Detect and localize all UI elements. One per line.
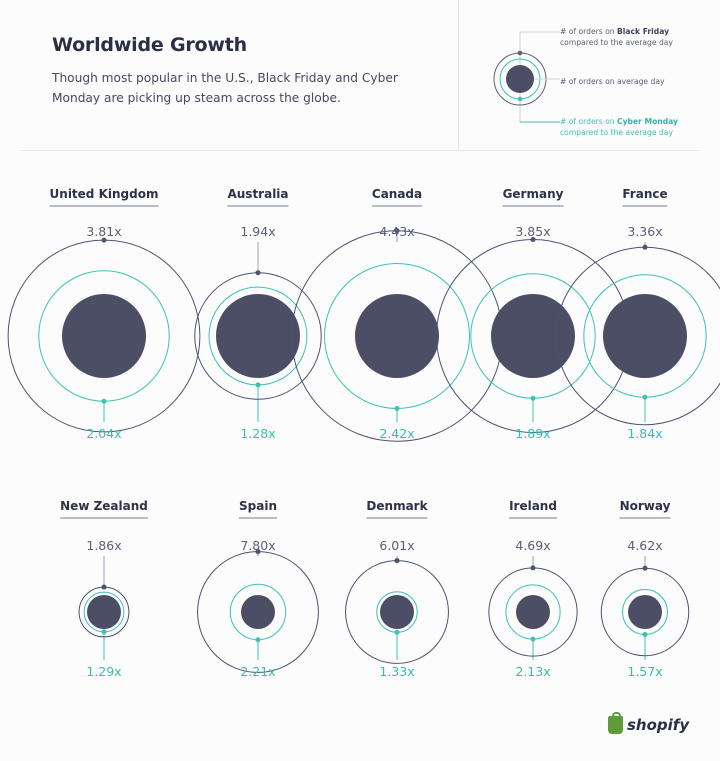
black-friday-value-france: 3.36x [627,224,663,239]
legend-black-friday-dot [517,50,523,56]
average-disc-ireland [516,595,550,629]
legend-diagram [493,31,560,123]
legend-average: # of orders on average day [560,77,665,86]
black-friday-dot-denmark [394,558,400,564]
black-friday-dot-ireland [530,565,536,571]
cyber-monday-value-australia: 1.28x [240,426,276,441]
cyber-monday-dot-france [642,394,648,400]
average-disc-new-zealand [87,595,121,629]
cyber-monday-value-germany: 1.89x [515,426,551,441]
legend-average-disc [506,65,534,93]
cyber-monday-value-france: 1.84x [627,426,663,441]
country-name-france: France [622,187,668,207]
black-friday-dot-new-zealand [101,584,107,590]
cyber-monday-value-norway: 1.57x [627,664,663,679]
black-friday-value-denmark: 6.01x [379,538,415,553]
country-name-ireland: Ireland [509,499,557,519]
brand-name: shopify [627,716,690,734]
cyber-monday-value-new-zealand: 1.29x [86,664,122,679]
black-friday-value-germany: 3.85x [515,224,551,239]
black-friday-value-spain: 7.80x [240,538,276,553]
average-disc-norway [628,595,662,629]
chart-title: Worldwide Growth [52,34,247,56]
black-friday-dot-united-kingdom [101,237,107,243]
header-divider-horizontal [20,150,700,151]
cyber-monday-dot-canada [394,405,400,411]
black-friday-value-ireland: 4.69x [515,538,551,553]
black-friday-dot-france [642,244,648,250]
average-disc-germany [491,294,575,378]
legend-cyber-monday: # of orders on Cyber Monday compared to t… [560,117,678,137]
country-name-germany: Germany [502,187,564,207]
country-name-denmark: Denmark [366,499,428,519]
cyber-monday-value-united-kingdom: 2.04x [86,426,122,441]
cyber-monday-dot-spain [255,637,261,643]
cyber-monday-value-ireland: 2.13x [515,664,551,679]
country-name-norway: Norway [619,499,671,519]
average-disc-spain [241,595,275,629]
black-friday-dot-spain [255,549,261,555]
cyber-monday-dot-new-zealand [101,629,107,635]
average-disc-denmark [380,595,414,629]
country-name-australia: Australia [227,187,289,207]
header-divider-vertical [458,0,459,150]
legend-black-friday: # of orders on Black Friday compared to t… [560,27,673,47]
black-friday-value-new-zealand: 1.86x [86,538,122,553]
black-friday-value-norway: 4.62x [627,538,663,553]
cyber-monday-dot-norway [642,631,648,637]
average-disc-united-kingdom [62,294,146,378]
black-friday-value-australia: 1.94x [240,224,276,239]
chart-subtitle: Though most popular in the U.S., Black F… [52,71,398,105]
cyber-monday-dot-australia [255,382,261,388]
cyber-monday-value-spain: 2.21x [240,664,276,679]
country-name-canada: Canada [371,187,423,207]
average-disc-france [603,294,687,378]
shopping-bag-icon [608,712,623,734]
country-name-spain: Spain [239,499,277,519]
cyber-monday-value-canada: 2.42x [379,426,415,441]
black-friday-dot-norway [642,565,648,571]
black-friday-value-canada: 4.43x [379,224,415,239]
country-name-united-kingdom: United Kingdom [49,187,159,207]
cyber-monday-dot-united-kingdom [101,398,107,404]
country-name-new-zealand: New Zealand [60,499,148,519]
black-friday-dot-australia [255,270,261,276]
cyber-monday-value-denmark: 1.33x [379,664,415,679]
cyber-monday-dot-germany [530,395,536,401]
black-friday-value-united-kingdom: 3.81x [86,224,122,239]
average-disc-australia [216,294,300,378]
average-disc-canada [355,294,439,378]
shopify-logo: shopify [608,712,690,734]
cyber-monday-dot-ireland [530,636,536,642]
black-friday-dot-germany [530,236,536,242]
legend-cyber-monday-dot [517,96,523,102]
cyber-monday-dot-denmark [394,629,400,635]
black-friday-dot-canada [394,228,400,234]
